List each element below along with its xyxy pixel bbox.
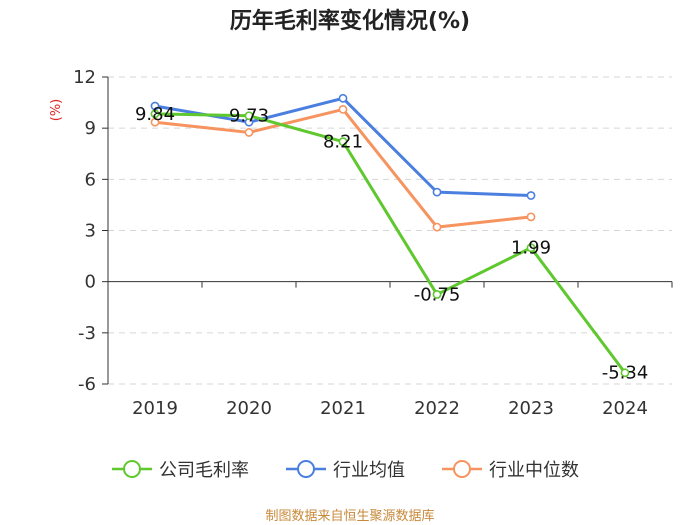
y-tick-label: 0 [85, 272, 96, 293]
data-point [150, 109, 160, 119]
data-point [620, 368, 630, 378]
y-tick-label: 6 [85, 169, 96, 190]
data-point [432, 290, 442, 299]
data-point [338, 93, 348, 103]
source-note: 制图数据来自恒生聚源数据库 [265, 508, 434, 524]
x-tick-label: 2019 [132, 398, 178, 419]
x-tick-labels: 2019 2020 2021 2022 2023 2024 [132, 398, 648, 419]
legend-label: 行业中位数 [489, 460, 579, 481]
x-tick-label: 2021 [320, 398, 366, 419]
legend-item[interactable]: 行业中位数 [442, 460, 579, 481]
data-point [244, 128, 254, 137]
data-point [244, 111, 254, 121]
series-line-2 [154, 107, 532, 229]
y-tick-label: 9 [85, 118, 96, 139]
data-point [526, 191, 536, 200]
x-tick-label: 2024 [602, 398, 648, 419]
data-point [432, 187, 442, 197]
legend-marker [297, 460, 315, 478]
data-label: 9.73 [229, 106, 269, 127]
legend-item[interactable]: 行业均值 [286, 460, 405, 481]
grid-lines [108, 76, 672, 385]
legend-marker [123, 460, 141, 478]
data-point [526, 212, 536, 222]
data-label: -5.34 [602, 363, 649, 384]
chart-title: 历年毛利率变化情况(%) [230, 8, 470, 34]
y-axis-unit: (%) [49, 99, 64, 122]
data-label: 1.99 [511, 238, 551, 259]
x-tick-label: 2022 [414, 398, 460, 419]
y-tick-label: 3 [85, 221, 96, 242]
data-label: -0.75 [414, 284, 461, 305]
data-point [432, 222, 442, 232]
y-tick-label: 12 [73, 67, 96, 88]
data-point [150, 117, 160, 127]
data-labels: 9.84 9.73 8.21 -0.75 1.99 -5.34 [135, 104, 648, 384]
series-line-0 [154, 112, 627, 374]
legend-marker [453, 460, 471, 478]
data-point [338, 137, 348, 147]
axes [102, 76, 673, 385]
legend-label: 行业均值 [333, 460, 405, 481]
legend-item[interactable]: 公司毛利率 [112, 460, 249, 481]
x-tick-label: 2020 [226, 398, 272, 419]
data-point [526, 243, 536, 253]
data-point [338, 105, 348, 114]
y-tick-label: -6 [78, 374, 96, 395]
data-label: 9.84 [135, 104, 175, 125]
y-tick-label: -3 [78, 323, 96, 344]
data-label: 8.21 [323, 132, 363, 153]
x-tick-label: 2023 [508, 398, 554, 419]
legend-label: 公司毛利率 [159, 460, 249, 481]
series-group [150, 93, 630, 378]
y-tick-labels: 12 9 6 3 0 -3 -6 [73, 67, 96, 395]
legend[interactable]: 公司毛利率 行业均值 行业中位数 [112, 460, 579, 481]
